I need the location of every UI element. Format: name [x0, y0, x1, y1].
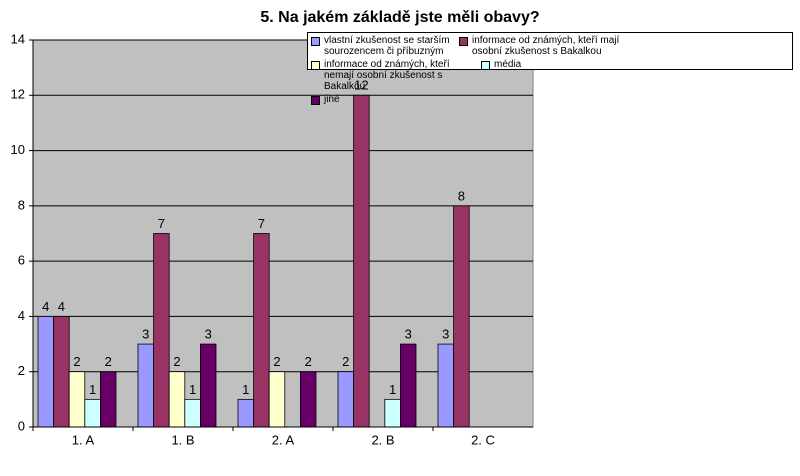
bar	[253, 233, 270, 428]
legend-item: vlastní zkušenost se starším sourozencem…	[311, 35, 459, 57]
bar	[153, 233, 170, 428]
x-tick-label: 2. B	[371, 432, 394, 447]
y-tick-label: 10	[11, 142, 25, 157]
data-label: 2	[273, 354, 280, 369]
y-tick-label: 12	[11, 87, 25, 102]
legend-swatch	[311, 37, 320, 46]
x-tick-label: 2. A	[272, 432, 295, 447]
x-tick-label: 1. A	[72, 432, 95, 447]
legend-label: jiné	[324, 94, 340, 105]
bar	[84, 398, 101, 428]
data-label: 2	[342, 354, 349, 369]
chart-title: 5. Na jakém základě jste měli obavy?	[260, 9, 539, 26]
bar	[437, 343, 455, 428]
legend-item: informace od známých, kteří nemají osobn…	[311, 59, 481, 92]
data-label: 3	[442, 327, 449, 342]
data-label: 2	[73, 354, 80, 369]
legend-swatch	[481, 61, 490, 70]
x-tick-label: 2. C	[471, 432, 495, 447]
legend-swatch	[459, 37, 468, 46]
y-tick-label: 14	[11, 31, 25, 46]
bar	[299, 371, 317, 428]
data-label: 1	[189, 382, 196, 397]
bar	[399, 343, 417, 428]
data-label: 8	[458, 188, 465, 203]
data-label: 4	[58, 299, 65, 314]
bar	[237, 398, 255, 428]
data-label: 3	[142, 327, 149, 342]
data-label: 1	[389, 382, 396, 397]
x-tick-label: 1. B	[171, 432, 194, 447]
bar	[53, 316, 70, 428]
bar	[100, 371, 117, 428]
bar	[337, 371, 355, 428]
bar	[268, 371, 286, 428]
data-label: 3	[405, 327, 412, 342]
bar	[37, 316, 55, 428]
y-tick-label: 8	[18, 197, 25, 212]
data-label: 2	[105, 354, 112, 369]
data-label: 7	[258, 216, 265, 231]
legend-label: média	[494, 59, 522, 70]
data-label: 1	[242, 382, 249, 397]
bar	[199, 343, 217, 428]
legend-label: informace od známých, kteří mají osobní …	[472, 35, 620, 57]
bar	[453, 205, 470, 428]
y-tick-label: 6	[18, 253, 25, 268]
bar	[384, 398, 401, 428]
y-tick-label: 2	[18, 363, 25, 378]
data-label: 3	[205, 327, 212, 342]
legend-item: informace od známých, kteří mají osobní …	[459, 35, 624, 57]
data-label: 1	[89, 382, 96, 397]
legend-swatch	[311, 96, 320, 105]
legend-swatch	[311, 61, 320, 70]
data-label: 4	[42, 299, 49, 314]
y-tick-label: 0	[18, 418, 25, 433]
bar	[168, 371, 186, 428]
legend-item: jiné	[311, 94, 476, 105]
legend-label: informace od známých, kteří nemají osobn…	[324, 59, 450, 92]
y-tick-label: 4	[18, 308, 25, 323]
bar	[68, 371, 86, 428]
data-label: 2	[305, 354, 312, 369]
bar	[184, 398, 201, 428]
legend-item: média	[481, 59, 629, 92]
bar	[353, 94, 370, 428]
legend: vlastní zkušenost se starším sourozencem…	[307, 32, 793, 105]
legend-label: vlastní zkušenost se starším sourozencem…	[324, 35, 450, 57]
data-label: 7	[158, 216, 165, 231]
data-label: 2	[173, 354, 180, 369]
bar	[137, 343, 155, 428]
data-label: 12	[354, 78, 368, 93]
